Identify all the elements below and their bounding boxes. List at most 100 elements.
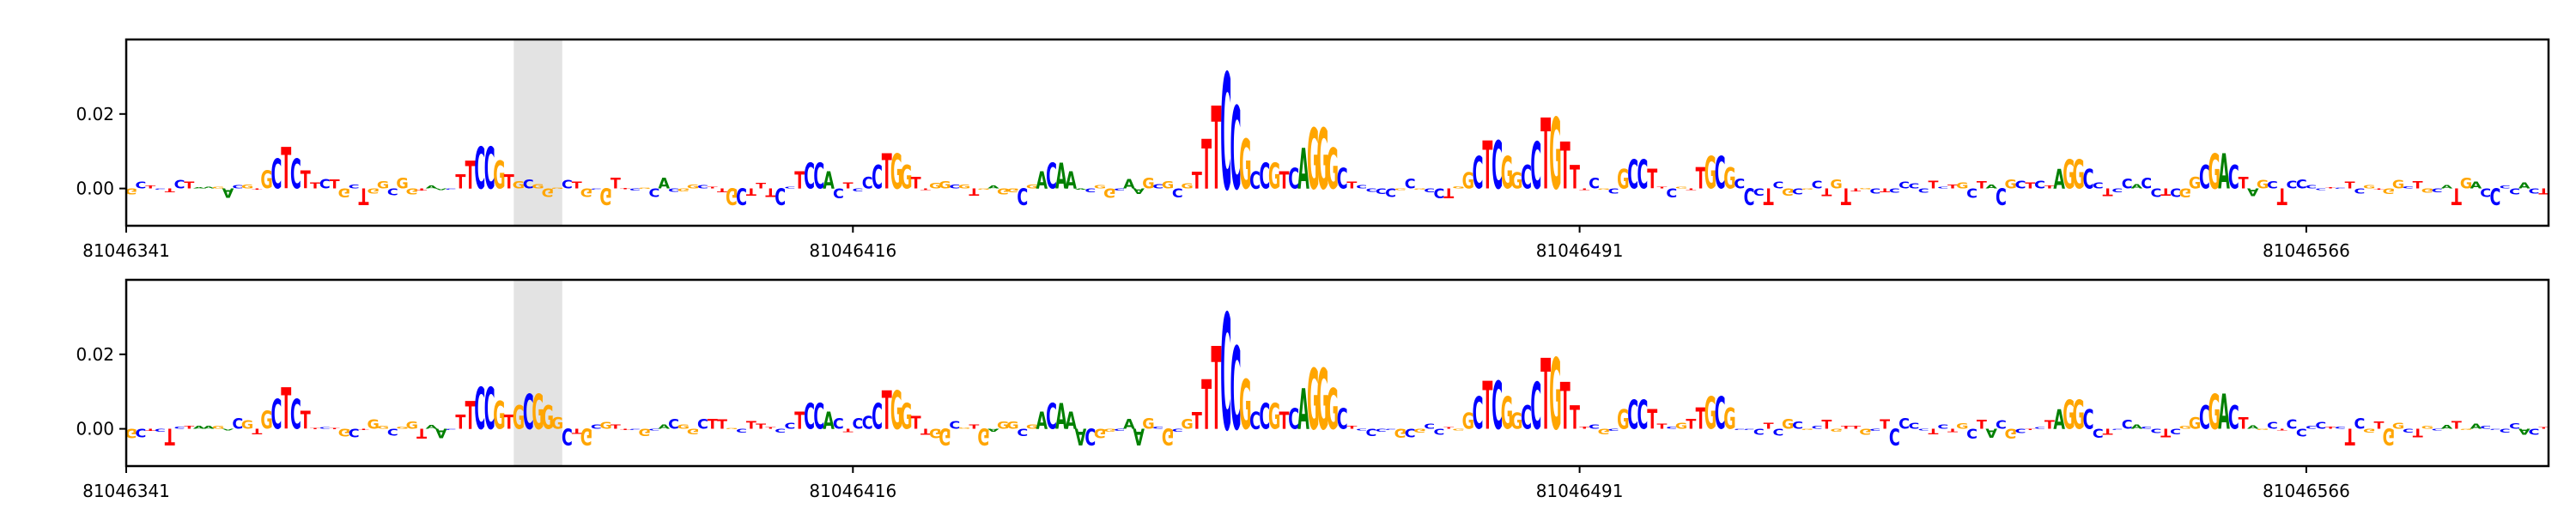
logo-letter: G bbox=[890, 379, 902, 441]
logo-letter: G bbox=[542, 185, 554, 198]
logo-letter: A bbox=[1065, 409, 1077, 435]
logo-letter: G bbox=[2383, 186, 2395, 195]
logo-letter: C bbox=[736, 427, 747, 433]
logo-letter: C bbox=[1434, 427, 1445, 436]
logo-letter: C bbox=[813, 157, 824, 197]
x-tick-label: 81046566 bbox=[2263, 481, 2350, 501]
logo-letter: G bbox=[125, 186, 137, 196]
logo-letter: C bbox=[2489, 182, 2500, 209]
logo-letter: G bbox=[260, 166, 272, 195]
logo-letter: T bbox=[1841, 426, 1851, 431]
logo-letter: C bbox=[1405, 175, 1416, 191]
logo-letter: T bbox=[1928, 179, 1939, 191]
logo-letter: G bbox=[726, 427, 738, 429]
logo-letter: T bbox=[1657, 186, 1668, 189]
logo-letter: G bbox=[551, 415, 563, 433]
logo-letter: A bbox=[1055, 157, 1067, 197]
logo-letter: G bbox=[2063, 394, 2075, 439]
logo-letter: T bbox=[1686, 415, 1696, 432]
logo-letter: T bbox=[1560, 128, 1571, 203]
logo-letter: T bbox=[1841, 182, 1851, 209]
logo-letter: C bbox=[349, 184, 360, 190]
logo-letter: C bbox=[1521, 159, 1532, 197]
logo-letter: G bbox=[2189, 174, 2201, 193]
logo-letter: T bbox=[717, 417, 728, 433]
logo-letter: C bbox=[2296, 177, 2307, 191]
logo-letter: C bbox=[2034, 427, 2045, 429]
logo-letter: T bbox=[1821, 185, 1832, 198]
logo-letter: T bbox=[2277, 182, 2287, 209]
logo-letter: G bbox=[2363, 427, 2375, 433]
logo-letter: C bbox=[1249, 409, 1261, 435]
logo-letter: T bbox=[1977, 179, 1988, 191]
logo-letter: T bbox=[765, 185, 775, 198]
logo-letter: C bbox=[1918, 186, 1929, 193]
logo-letter: T bbox=[1211, 84, 1221, 216]
logo-letter: C bbox=[2141, 176, 2152, 192]
logo-letter: A bbox=[2441, 185, 2453, 190]
logo-letter: C bbox=[2432, 187, 2443, 193]
logo-letter: C bbox=[232, 416, 243, 433]
logo-letter: C bbox=[1812, 426, 1823, 430]
logo-letter: C bbox=[1627, 154, 1638, 199]
logo-letter: C bbox=[1259, 157, 1270, 197]
logo-letter: T bbox=[281, 377, 291, 443]
logo-letter: T bbox=[756, 422, 767, 431]
logo-letter: A bbox=[1123, 177, 1135, 192]
logo-letter: C bbox=[1899, 181, 1910, 191]
logo-letter: T bbox=[1482, 368, 1492, 445]
logo-letter: T bbox=[310, 182, 320, 191]
logo-letter: T bbox=[765, 427, 776, 429]
logo-letter: C bbox=[1288, 404, 1299, 436]
logo-letter: G bbox=[599, 421, 611, 432]
logo-letter: C bbox=[833, 416, 844, 433]
logo-letter: G bbox=[1413, 427, 1425, 433]
logo-letter: C bbox=[1385, 428, 1396, 430]
logo-letter: T bbox=[2325, 187, 2336, 189]
logo-letter: G bbox=[1452, 428, 1464, 431]
logo-letter: T bbox=[1540, 100, 1551, 212]
logo-letter: T bbox=[969, 185, 980, 197]
logo-letter: C bbox=[2403, 427, 2414, 433]
logo-letter: G bbox=[1103, 427, 1115, 432]
logo-letter: A bbox=[435, 426, 447, 440]
logo-letter: G bbox=[1830, 427, 1842, 432]
logo-letter: T bbox=[1482, 128, 1492, 205]
logo-letter: G bbox=[1462, 169, 1474, 194]
logo-letter: G bbox=[1316, 351, 1328, 449]
logo-letter: C bbox=[1220, 42, 1231, 227]
logo-letter: A bbox=[203, 426, 215, 430]
logo-letter: T bbox=[1880, 187, 1890, 193]
logo-letter: G bbox=[1327, 379, 1339, 443]
logo-letter: C bbox=[1530, 368, 1541, 444]
logo-letter: C bbox=[649, 428, 660, 431]
x-tick-label: 81046341 bbox=[82, 481, 170, 501]
logo-letter: G bbox=[900, 159, 912, 197]
logo-letter: C bbox=[629, 428, 641, 430]
logo-letter: C bbox=[1473, 148, 1484, 200]
logo-letter: C bbox=[1017, 182, 1028, 209]
logo-letter: A bbox=[2218, 143, 2230, 200]
logo-letter: T bbox=[1947, 427, 1958, 433]
logo-letter: C bbox=[1376, 427, 1387, 432]
logo-letter: G bbox=[2005, 426, 2017, 441]
logo-letter: G bbox=[900, 397, 912, 438]
logo-letter: T bbox=[1977, 417, 1987, 432]
logo-letter: C bbox=[2093, 181, 2104, 191]
logo-letter: T bbox=[794, 409, 805, 435]
logo-letter: A bbox=[658, 176, 670, 192]
logo-letter: C bbox=[862, 174, 873, 193]
logo-letter: T bbox=[1579, 426, 1590, 429]
logo-letter: A bbox=[2470, 181, 2483, 191]
logo-letter: G bbox=[1327, 138, 1339, 203]
logo-letter: C bbox=[232, 185, 243, 190]
logo-letter: C bbox=[2083, 404, 2094, 435]
logo-letter: C bbox=[484, 376, 495, 443]
logo-letter: G bbox=[1026, 423, 1038, 431]
logo-letter: G bbox=[1723, 403, 1735, 436]
logo-letter: G bbox=[1316, 111, 1328, 209]
logo-letter: G bbox=[1181, 415, 1193, 432]
logo-letter: C bbox=[949, 419, 960, 432]
logo-letter: A bbox=[193, 187, 205, 189]
logo-letter: G bbox=[1859, 427, 1871, 436]
